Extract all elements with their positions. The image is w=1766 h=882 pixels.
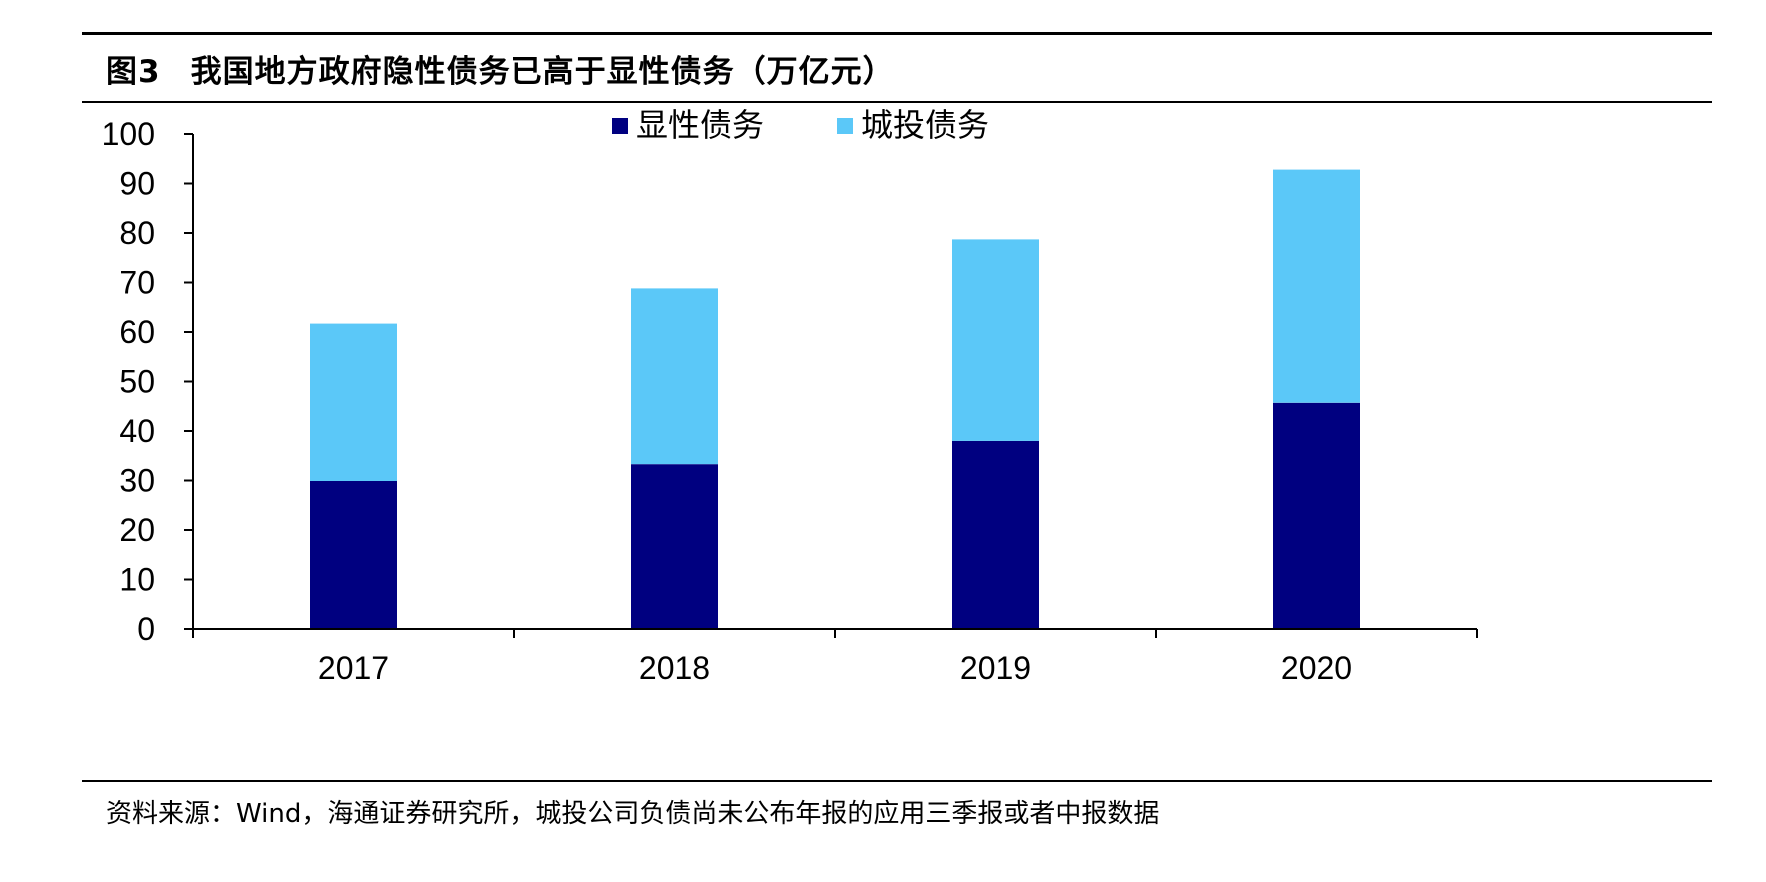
bar-chengtou-2017 <box>310 323 397 481</box>
y-tick-label: 50 <box>119 364 155 400</box>
legend-swatch-chengtou <box>837 118 853 134</box>
legend: 显性债务 城投债务 <box>612 106 989 144</box>
bar-explicit-2019 <box>952 440 1039 629</box>
y-tick-label: 0 <box>137 611 155 647</box>
bottom-rule <box>82 780 1712 782</box>
figure-number: 图3 <box>106 54 161 90</box>
figure-title-text: 我国地方政府隐性债务已高于显性债务（万亿元） <box>190 54 895 90</box>
figure-title: 图3 我国地方政府隐性债务已高于显性债务（万亿元） <box>106 46 895 91</box>
axes-layer: 0 10 20 30 40 50 60 70 80 90 100 2017 2018 2019 2020 <box>102 116 1478 686</box>
x-tick-label-2017: 2017 <box>318 650 389 686</box>
bar-explicit-2020 <box>1273 402 1360 629</box>
title-rule <box>82 101 1712 103</box>
y-tick-label: 80 <box>119 215 155 251</box>
x-tick-label-2018: 2018 <box>639 650 710 686</box>
stacked-bar-chart: 0 10 20 30 40 50 60 70 80 90 100 2017 2018 2019 2020 显… <box>102 106 1478 686</box>
bar-chengtou-2018 <box>631 288 718 465</box>
y-tick-label: 40 <box>119 413 155 449</box>
y-tick-label: 70 <box>119 265 155 301</box>
bars-layer <box>310 169 1360 629</box>
y-tick-label: 60 <box>119 314 155 350</box>
legend-label-explicit: 显性债务 <box>636 106 764 144</box>
y-tick-label: 30 <box>119 463 155 499</box>
y-tick-label: 10 <box>119 562 155 598</box>
bar-chengtou-2020 <box>1273 169 1360 403</box>
legend-label-chengtou: 城投债务 <box>861 106 989 144</box>
y-tick-label: 100 <box>102 116 155 152</box>
bar-chengtou-2019 <box>952 239 1039 441</box>
legend-swatch-explicit <box>612 118 628 134</box>
x-tick-label-2020: 2020 <box>1281 650 1352 686</box>
top-rule <box>82 32 1712 35</box>
source-note: 资料来源：Wind，海通证券研究所，城投公司负债尚未公布年报的应用三季报或者中报… <box>106 799 1160 829</box>
x-tick-label-2019: 2019 <box>960 650 1031 686</box>
y-tick-label: 20 <box>119 512 155 548</box>
bar-explicit-2018 <box>631 464 718 629</box>
bar-explicit-2017 <box>310 481 397 629</box>
y-tick-label: 90 <box>119 166 155 202</box>
